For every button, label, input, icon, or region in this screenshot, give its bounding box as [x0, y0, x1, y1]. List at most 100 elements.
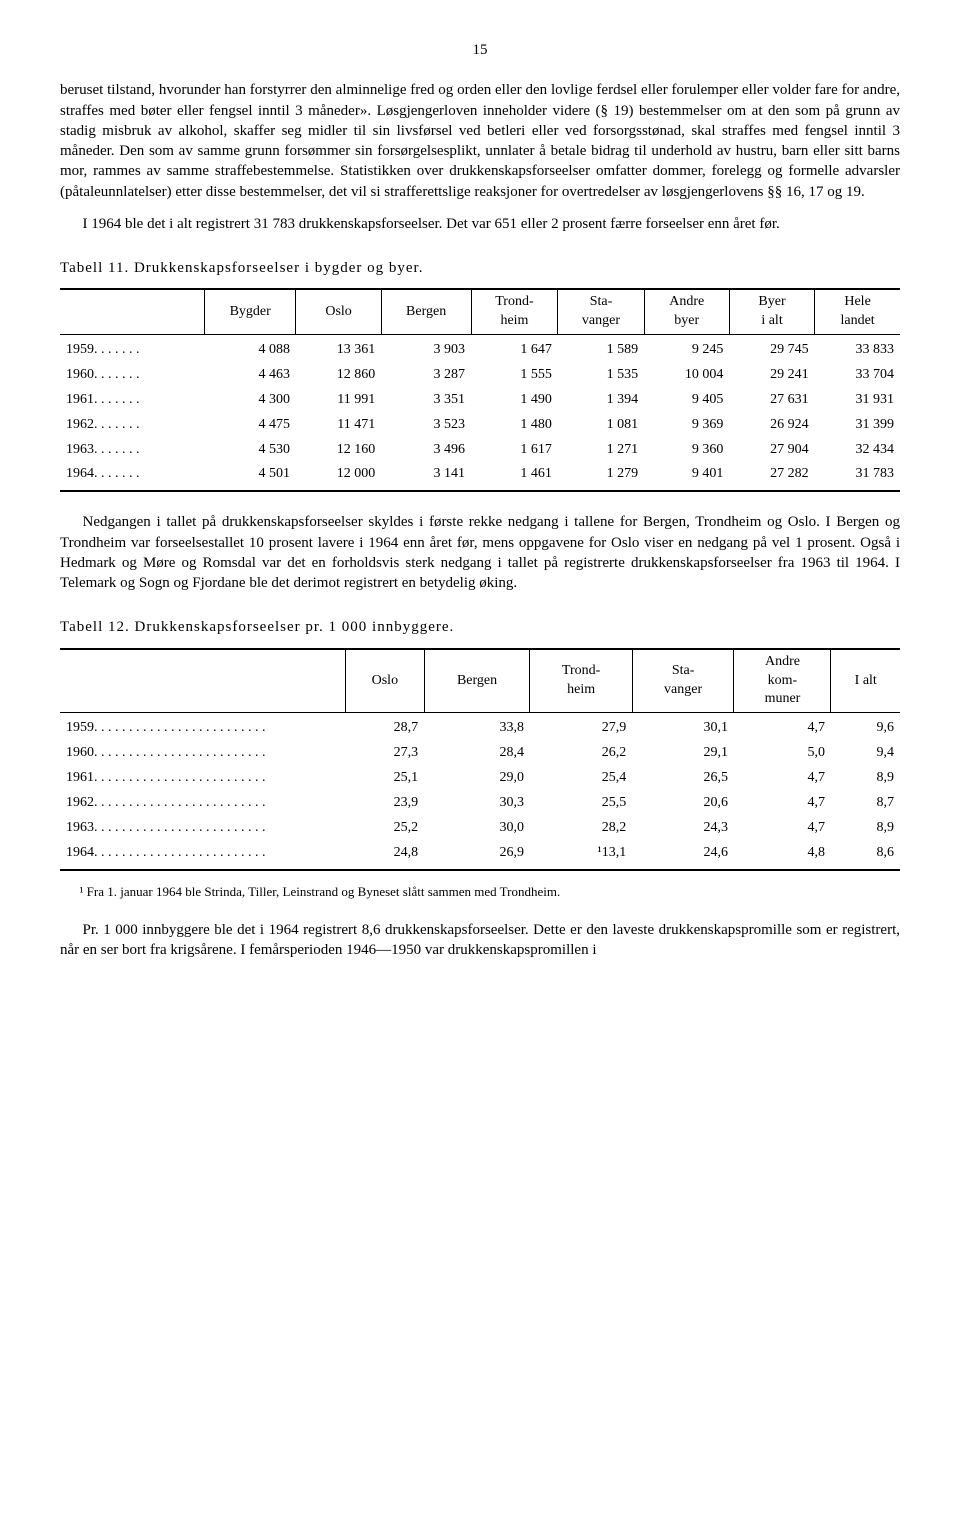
- data-cell: 27,3: [346, 741, 425, 766]
- table-12-footnote: ¹ Fra 1. januar 1964 ble Strinda, Tiller…: [60, 883, 900, 901]
- data-cell: 1 589: [558, 335, 644, 363]
- table-row: 1962. . . . . . . . . . . . . . . . . . …: [60, 791, 900, 816]
- col-hele-landet: Helelandet: [815, 289, 900, 334]
- data-cell: 8,6: [831, 841, 900, 870]
- year-cell: 1961. . . . . . .: [60, 388, 204, 413]
- col-bygder: Bygder: [204, 289, 296, 334]
- paragraph-1: beruset tilstand, hvorunder han forstyrr…: [60, 80, 900, 202]
- data-cell: 28,4: [424, 741, 530, 766]
- year-cell: 1964. . . . . . . . . . . . . . . . . . …: [60, 841, 346, 870]
- data-cell: 27 904: [729, 438, 814, 463]
- data-cell: 23,9: [346, 791, 425, 816]
- data-cell: 32 434: [815, 438, 900, 463]
- data-cell: 1 461: [471, 462, 558, 491]
- data-cell: 33 704: [815, 363, 900, 388]
- data-cell: 4,7: [734, 713, 831, 741]
- table-11: Bygder Oslo Bergen Trond-heim Sta-vanger…: [60, 288, 900, 492]
- data-cell: 29 241: [729, 363, 814, 388]
- table-row: 1959. . . . . . .4 08813 3613 9031 6471 …: [60, 335, 900, 363]
- data-cell: 28,7: [346, 713, 425, 741]
- data-cell: 9 405: [644, 388, 729, 413]
- data-cell: 3 287: [381, 363, 471, 388]
- data-cell: 9,6: [831, 713, 900, 741]
- data-cell: 10 004: [644, 363, 729, 388]
- table-row: 1961. . . . . . . . . . . . . . . . . . …: [60, 766, 900, 791]
- data-cell: 31 931: [815, 388, 900, 413]
- data-cell: 1 081: [558, 413, 644, 438]
- data-cell: 11 471: [296, 413, 381, 438]
- data-cell: 9 369: [644, 413, 729, 438]
- data-cell: 1 490: [471, 388, 558, 413]
- data-cell: 27 631: [729, 388, 814, 413]
- data-cell: 26 924: [729, 413, 814, 438]
- data-cell: 1 271: [558, 438, 644, 463]
- year-cell: 1961. . . . . . . . . . . . . . . . . . …: [60, 766, 346, 791]
- col-oslo: Oslo: [296, 289, 381, 334]
- data-cell: 24,8: [346, 841, 425, 870]
- data-cell: 4,7: [734, 766, 831, 791]
- data-cell: 4 530: [204, 438, 296, 463]
- year-cell: 1964. . . . . . .: [60, 462, 204, 491]
- table-row: 1960. . . . . . .4 46312 8603 2871 5551 …: [60, 363, 900, 388]
- data-cell: 4,7: [734, 816, 831, 841]
- data-cell: 24,6: [632, 841, 734, 870]
- col-trondheim: Trond-heim: [471, 289, 558, 334]
- data-cell: ¹13,1: [530, 841, 632, 870]
- col-andre-byer: Andrebyer: [644, 289, 729, 334]
- data-cell: 1 535: [558, 363, 644, 388]
- data-cell: 4 475: [204, 413, 296, 438]
- data-cell: 4 088: [204, 335, 296, 363]
- data-cell: 3 351: [381, 388, 471, 413]
- col-andre-kommuner: Andrekom-muner: [734, 649, 831, 713]
- data-cell: 20,6: [632, 791, 734, 816]
- data-cell: 1 647: [471, 335, 558, 363]
- data-cell: 12 000: [296, 462, 381, 491]
- col-ialt: I alt: [831, 649, 900, 713]
- data-cell: 29,0: [424, 766, 530, 791]
- data-cell: 3 141: [381, 462, 471, 491]
- table-row: 1964. . . . . . . . . . . . . . . . . . …: [60, 841, 900, 870]
- col-byer-ialt: Byeri alt: [729, 289, 814, 334]
- year-cell: 1960. . . . . . . . . . . . . . . . . . …: [60, 741, 346, 766]
- data-cell: 4 501: [204, 462, 296, 491]
- col-stavanger: Sta-vanger: [558, 289, 644, 334]
- year-cell: 1963. . . . . . . . . . . . . . . . . . …: [60, 816, 346, 841]
- data-cell: 25,1: [346, 766, 425, 791]
- data-cell: 27 282: [729, 462, 814, 491]
- table-row: 1963. . . . . . . . . . . . . . . . . . …: [60, 816, 900, 841]
- data-cell: 3 496: [381, 438, 471, 463]
- data-cell: 4,8: [734, 841, 831, 870]
- data-cell: 9 401: [644, 462, 729, 491]
- data-cell: 25,5: [530, 791, 632, 816]
- data-cell: 1 617: [471, 438, 558, 463]
- data-cell: 25,4: [530, 766, 632, 791]
- data-cell: 24,3: [632, 816, 734, 841]
- data-cell: 30,3: [424, 791, 530, 816]
- paragraph-2: I 1964 ble det i alt registrert 31 783 d…: [60, 214, 900, 234]
- data-cell: 30,0: [424, 816, 530, 841]
- year-cell: 1959. . . . . . .: [60, 335, 204, 363]
- data-cell: 1 279: [558, 462, 644, 491]
- data-cell: 26,9: [424, 841, 530, 870]
- table-row: 1959. . . . . . . . . . . . . . . . . . …: [60, 713, 900, 741]
- data-cell: 9 360: [644, 438, 729, 463]
- data-cell: 13 361: [296, 335, 381, 363]
- data-cell: 9,4: [831, 741, 900, 766]
- table-12: Oslo Bergen Trond-heim Sta-vanger Andrek…: [60, 648, 900, 871]
- data-cell: 26,2: [530, 741, 632, 766]
- data-cell: 1 394: [558, 388, 644, 413]
- col-bergen: Bergen: [381, 289, 471, 334]
- col-stavanger-12: Sta-vanger: [632, 649, 734, 713]
- data-cell: 8,9: [831, 766, 900, 791]
- data-cell: 27,9: [530, 713, 632, 741]
- year-cell: 1962. . . . . . .: [60, 413, 204, 438]
- data-cell: 29,1: [632, 741, 734, 766]
- table-11-header-row: Bygder Oslo Bergen Trond-heim Sta-vanger…: [60, 289, 900, 334]
- col-trondheim-12: Trond-heim: [530, 649, 632, 713]
- table-row: 1961. . . . . . .4 30011 9913 3511 4901 …: [60, 388, 900, 413]
- table-row: 1960. . . . . . . . . . . . . . . . . . …: [60, 741, 900, 766]
- table-row: 1963. . . . . . .4 53012 1603 4961 6171 …: [60, 438, 900, 463]
- data-cell: 28,2: [530, 816, 632, 841]
- data-cell: 33 833: [815, 335, 900, 363]
- data-cell: 12 160: [296, 438, 381, 463]
